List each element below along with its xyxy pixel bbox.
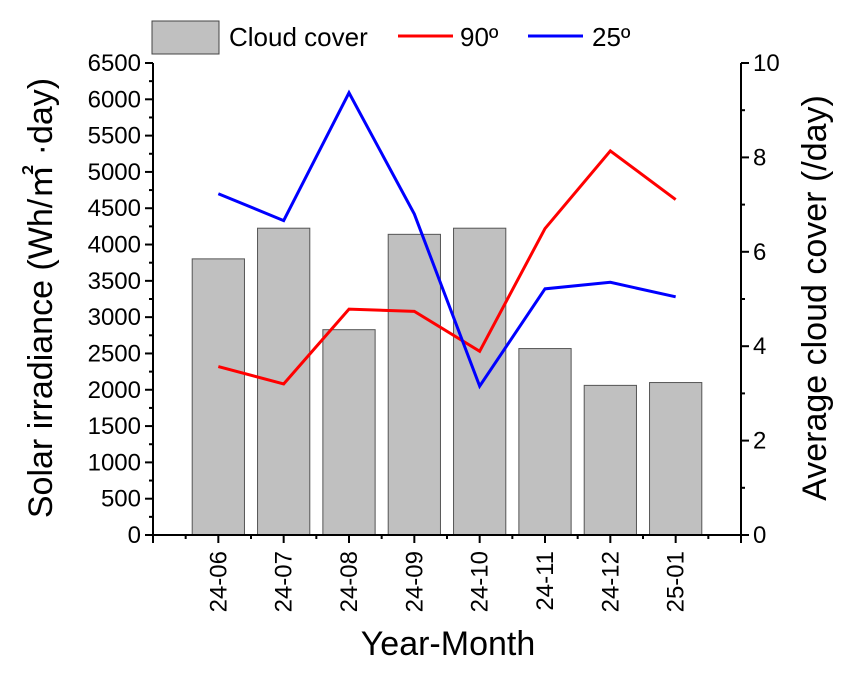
x-tick-label-24-06: 24-06 — [205, 551, 232, 612]
left-tick-label: 6500 — [88, 50, 141, 77]
bar-cloud-cover-24-12 — [583, 384, 637, 536]
left-tick-label: 5500 — [88, 123, 141, 150]
x-tick-label-24-08: 24-08 — [336, 551, 363, 612]
x-tick-label-24-12: 24-12 — [597, 551, 624, 612]
bar-cloud-cover-24-10 — [453, 227, 507, 536]
legend-label-90: 90º — [460, 22, 499, 52]
bar-cloud-cover-24-09 — [387, 233, 441, 536]
legend-swatch-cloud-cover — [151, 20, 220, 55]
lines-layer — [217, 89, 677, 390]
bar-cloud-cover-24-07 — [257, 227, 311, 536]
legend: Cloud cover 90º 25º — [151, 20, 631, 55]
left-tick-label: 2000 — [88, 377, 141, 404]
right-tick-label: 6 — [753, 239, 766, 266]
left-tick-label: 1500 — [88, 413, 141, 440]
left-tick-label: 6000 — [88, 86, 141, 113]
left-tick-label: 3000 — [88, 304, 141, 331]
x-tick-label-25-01: 25-01 — [663, 551, 690, 612]
bar-cloud-cover-25-01 — [649, 382, 703, 536]
left-tick-label: 1000 — [88, 449, 141, 476]
right-tick-label: 0 — [753, 522, 766, 549]
x-axis-title: Year-Month — [361, 625, 536, 663]
left-tick-label: 0 — [128, 522, 141, 549]
bar-cloud-cover-24-11 — [518, 348, 572, 536]
left-axis-title: Solar irradiance (Wh/㎡ ·day) — [22, 78, 60, 518]
bar-cloud-cover-24-08 — [322, 329, 376, 536]
x-tick-label-24-07: 24-07 — [271, 551, 298, 612]
left-tick-label: 4500 — [88, 195, 141, 222]
left-tick-label: 2500 — [88, 340, 141, 367]
left-tick-label: 5000 — [88, 159, 141, 186]
series-line-90 — [217, 148, 677, 386]
x-tick-label-24-09: 24-09 — [401, 551, 428, 612]
left-tick-label: 4000 — [88, 232, 141, 259]
legend-label-25: 25º — [592, 22, 631, 52]
right-tick-label: 4 — [753, 333, 766, 360]
right-tick-label: 10 — [753, 50, 780, 77]
right-tick-label: 8 — [753, 144, 766, 171]
left-tick-label: 3500 — [88, 268, 141, 295]
bar-cloud-cover-24-06 — [191, 258, 245, 536]
x-tick-label-24-11: 24-11 — [532, 551, 559, 611]
x-tick-label-24-10: 24-10 — [467, 551, 494, 612]
ticks-layer: 0 500 1000 1500 2000 2500 3000 3500 4000 4500 5000… — [88, 50, 780, 612]
left-tick-label: 500 — [101, 486, 141, 513]
right-tick-label: 2 — [753, 428, 766, 455]
bars-layer — [191, 227, 703, 536]
right-axis-title: Average cloud cover (/day) — [796, 95, 834, 501]
series-line-25 — [217, 89, 676, 390]
legend-label-cloud-cover: Cloud cover — [229, 22, 368, 52]
